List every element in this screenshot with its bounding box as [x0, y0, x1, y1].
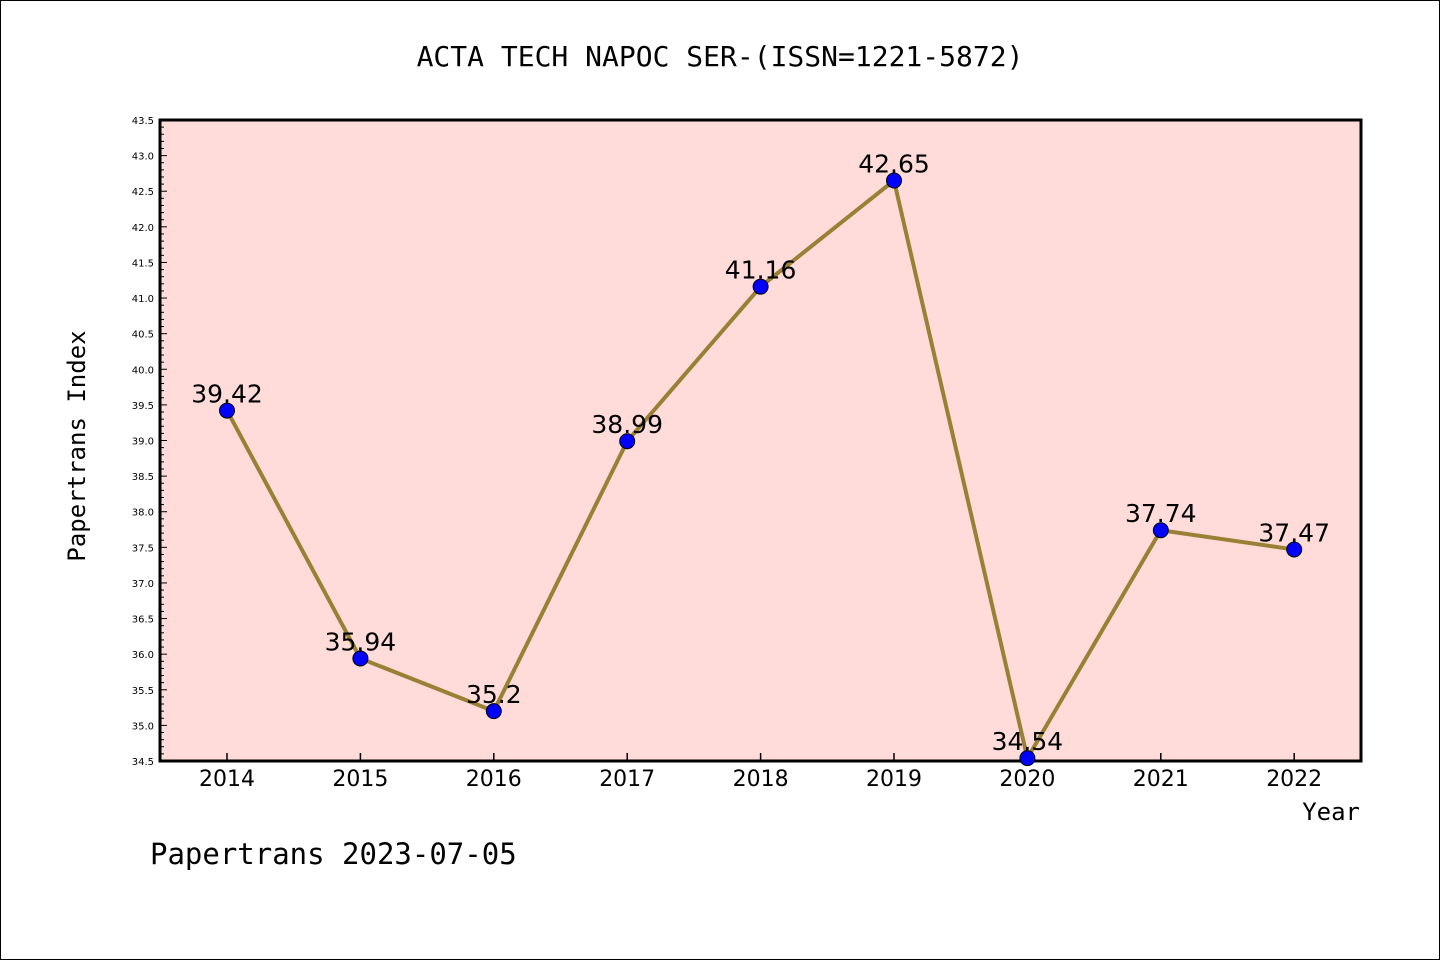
data-labels: 39.42 35.94 35.2 38.99 41.16 42.65 34.54 37.74 3…	[191, 150, 1330, 757]
data-label: 38.99	[591, 410, 663, 439]
data-point	[752, 278, 769, 295]
y-tick-label: 37.5	[132, 543, 154, 554]
x-tick-label: 2020	[999, 767, 1055, 792]
y-tick-label: 42.0	[132, 223, 154, 234]
y-tick-label: 39.0	[132, 437, 154, 448]
y-tick-label: 39.5	[132, 401, 154, 412]
x-tick-label: 2019	[866, 767, 922, 792]
x-tick-label: 2018	[733, 767, 789, 792]
data-label: 35.94	[325, 627, 397, 656]
data-point	[886, 172, 902, 189]
y-tick-label: 37.0	[132, 579, 154, 590]
x-tick-label: 2014	[199, 767, 255, 792]
data-point	[1152, 522, 1169, 539]
footer-text: Papertrans 2023-07-05	[150, 837, 517, 871]
markers	[219, 172, 1303, 767]
x-tick-label: 2017	[599, 767, 655, 792]
y-axis-title: Papertrans Index	[63, 330, 91, 561]
data-label: 39.42	[191, 380, 263, 409]
y-tick-label: 38.0	[132, 508, 154, 519]
data-label: 37.74	[1125, 499, 1197, 528]
data-label: 35.2	[466, 680, 522, 709]
y-tick-label: 36.0	[132, 650, 154, 661]
data-point	[1019, 750, 1036, 767]
x-tick-label: 2015	[332, 767, 388, 792]
plot-area	[158, 118, 1363, 763]
y-tick-label: 42.5	[132, 187, 154, 198]
y-tick-label: 43.0	[132, 152, 154, 163]
data-label: 41.16	[725, 256, 797, 285]
y-tick-label: 35.5	[132, 686, 154, 697]
y-tick-label: 43.5	[132, 116, 154, 127]
data-point	[219, 402, 235, 419]
chart-title: ACTA TECH NAPOC SER-(ISSN=1221-5872)	[417, 40, 1024, 73]
x-tick-label: 2016	[466, 767, 522, 792]
y-tick-label: 41.0	[132, 294, 154, 305]
x-axis: 2014 2015 2016 2017 2018 2019 2020 2021 2022	[199, 753, 1322, 792]
data-label: 34.54	[992, 727, 1064, 756]
y-tick-label: 41.5	[132, 258, 154, 269]
y-axis: 34.5 35.0 35.5 36.0 36.5 37.0 37.5 38.0 38.5 39.0…	[132, 116, 167, 768]
y-tick-label: 34.5	[132, 757, 154, 768]
y-tick-label: 35.0	[132, 721, 154, 732]
data-point	[619, 433, 636, 450]
data-point	[485, 703, 502, 720]
data-point	[1286, 541, 1303, 558]
y-tick-label: 38.5	[132, 472, 154, 483]
y-tick-label: 40.0	[132, 365, 154, 376]
x-axis-title: Year	[1302, 798, 1360, 826]
data-label: 42.65	[858, 150, 930, 179]
x-tick-label: 2021	[1133, 767, 1189, 792]
data-label: 37.47	[1258, 518, 1330, 547]
data-point	[352, 650, 369, 667]
y-tick-label: 40.5	[132, 330, 154, 341]
y-tick-label: 36.5	[132, 615, 154, 626]
x-tick-label: 2022	[1266, 767, 1322, 792]
